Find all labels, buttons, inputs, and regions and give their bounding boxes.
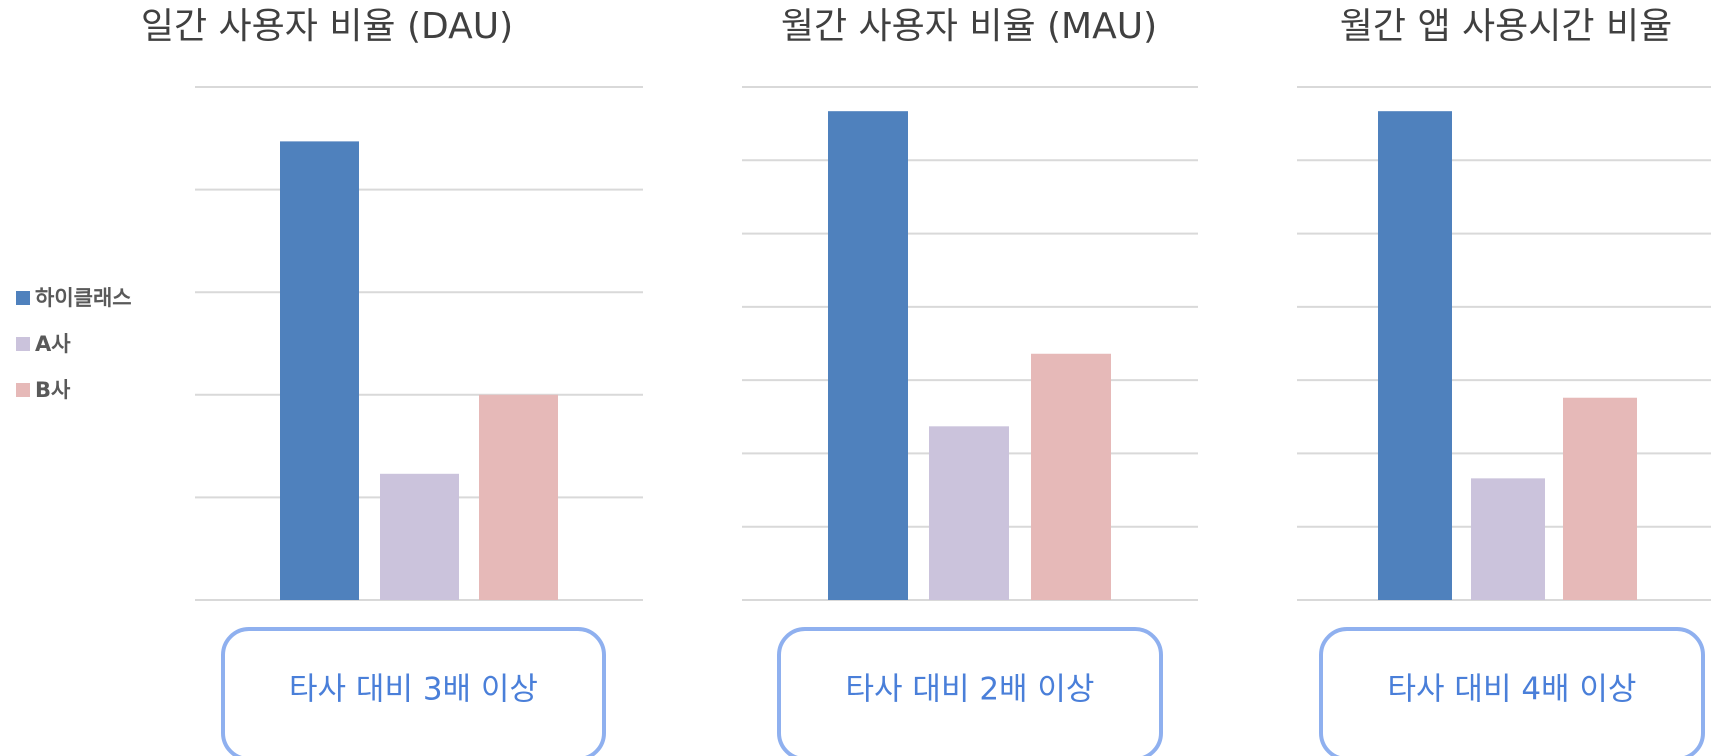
- bar: [929, 426, 1009, 600]
- annotation: 타사 대비 2배 이상: [846, 672, 1095, 708]
- legend-swatch: [16, 337, 30, 351]
- chart-title: 월간 사용자 비율 (MAU): [781, 6, 1157, 47]
- bar: [479, 394, 558, 600]
- bar: [280, 141, 359, 601]
- legend-swatch: [16, 291, 30, 305]
- annotation: 타사 대비 4배 이상: [1388, 672, 1637, 708]
- bar: [1031, 353, 1111, 600]
- annotation-box: [1319, 627, 1705, 756]
- legend-label: A사: [35, 332, 71, 356]
- bar: [828, 111, 908, 600]
- legend-label: B사: [35, 378, 71, 402]
- bar: [380, 473, 459, 600]
- chart-title: 월간 앱 사용시간 비율: [1340, 6, 1672, 47]
- annotation: 타사 대비 3배 이상: [289, 672, 538, 708]
- bar: [1471, 478, 1545, 600]
- chart-title: 일간 사용자 비율 (DAU): [141, 6, 513, 47]
- annotation-box: [221, 627, 606, 756]
- bar: [1563, 397, 1637, 600]
- legend-swatch: [16, 383, 30, 397]
- annotation-box: [777, 627, 1163, 756]
- legend-label: 하이클래스: [35, 286, 132, 310]
- bar: [1378, 111, 1452, 600]
